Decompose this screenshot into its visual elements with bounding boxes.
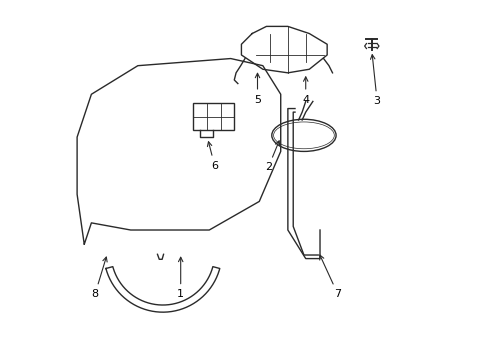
Text: 4: 4 <box>302 77 309 105</box>
Bar <box>193 103 234 130</box>
Text: 1: 1 <box>177 257 184 299</box>
Text: 8: 8 <box>92 257 107 299</box>
Text: 3: 3 <box>370 55 381 107</box>
Text: 7: 7 <box>320 255 342 299</box>
Text: 2: 2 <box>265 141 280 172</box>
Text: 6: 6 <box>207 142 218 171</box>
Text: 5: 5 <box>254 73 261 105</box>
